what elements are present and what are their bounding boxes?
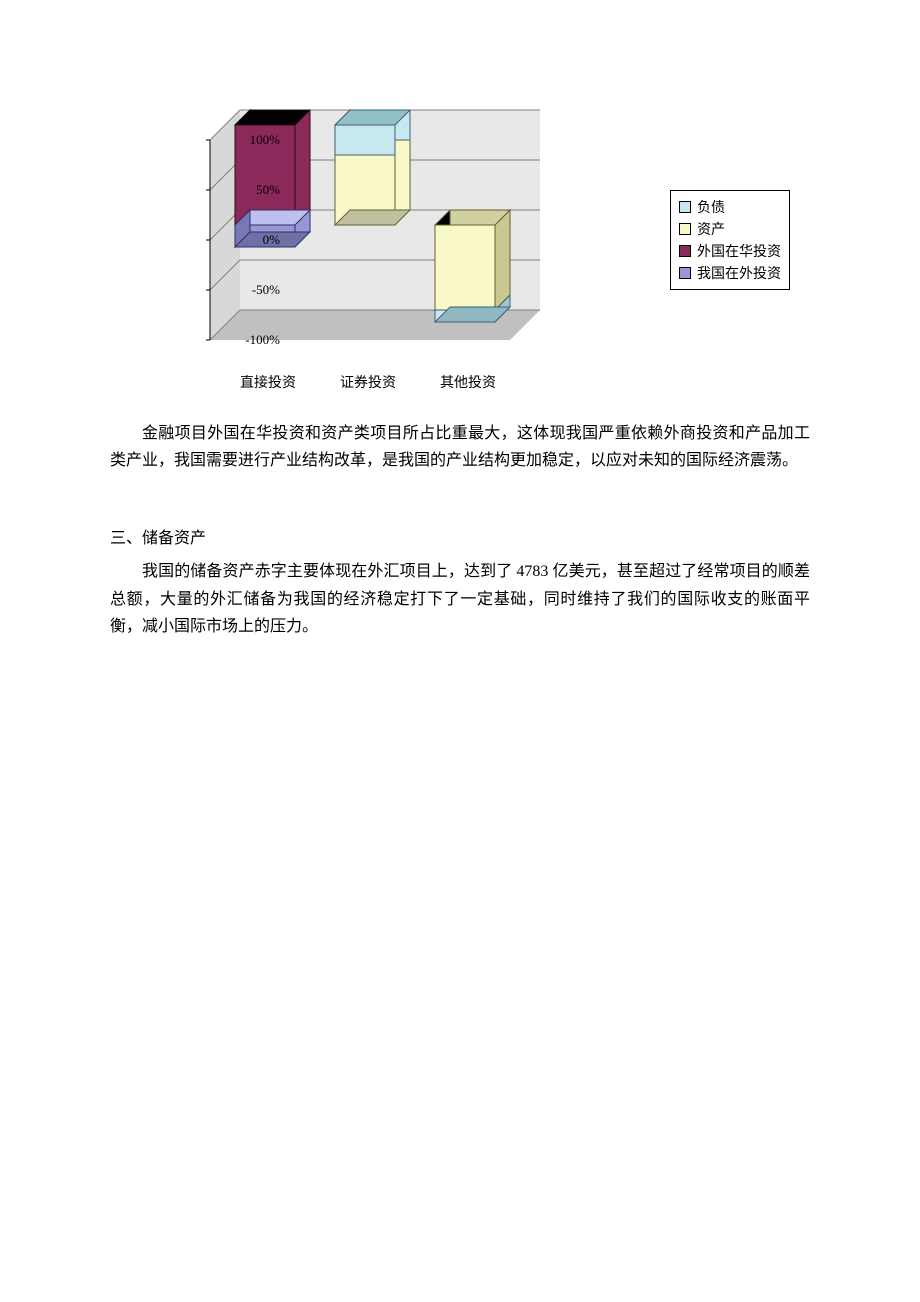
bar-other — [435, 210, 510, 322]
y-tick-label: 100% — [220, 132, 280, 148]
x-tick-label: 其他投资 — [428, 372, 508, 392]
bar-securities — [335, 110, 410, 225]
legend-swatch — [679, 201, 691, 213]
body-paragraph-1: 金融项目外国在华投资和资产类项目所占比重最大，这体现我国严重依赖外商投资和产品加… — [110, 420, 810, 474]
legend-swatch — [679, 223, 691, 235]
paragraph-text: 金融项目外国在华投资和资产类项目所占比重最大，这体现我国严重依赖外商投资和产品加… — [110, 420, 810, 474]
legend-swatch — [679, 245, 691, 257]
legend-swatch — [679, 267, 691, 279]
x-tick-label: 直接投资 — [228, 372, 308, 392]
legend-item: 负债 — [679, 197, 781, 217]
legend-label: 我国在外投资 — [697, 263, 781, 283]
legend-label: 负债 — [697, 197, 725, 217]
bar-direct-investment — [235, 110, 310, 247]
section-heading: 三、储备资产 — [110, 524, 810, 548]
legend-item: 资产 — [679, 219, 781, 239]
y-tick-label: -50% — [220, 282, 280, 298]
legend-item: 我国在外投资 — [679, 263, 781, 283]
y-tick-label: -100% — [220, 332, 280, 348]
y-tick-label: 0% — [220, 232, 280, 248]
legend-label: 外国在华投资 — [697, 241, 781, 261]
legend-item: 外国在华投资 — [679, 241, 781, 261]
x-tick-label: 证券投资 — [328, 372, 408, 392]
legend-label: 资产 — [697, 219, 725, 239]
body-paragraph-2: 我国的储备资产赤字主要体现在外汇项目上，达到了 4783 亿美元，甚至超过了经常… — [110, 558, 810, 640]
chart-plot-area: 100% 50% 0% -50% -100% 直接投资 证券投资 其他投资 — [210, 100, 580, 370]
paragraph-text: 我国的储备资产赤字主要体现在外汇项目上，达到了 4783 亿美元，甚至超过了经常… — [110, 558, 810, 640]
y-tick-label: 50% — [220, 182, 280, 198]
chart-legend: 负债 资产 外国在华投资 我国在外投资 — [670, 190, 790, 290]
chart-3d-stacked-bar: 100% 50% 0% -50% -100% 直接投资 证券投资 其他投资 负债… — [130, 100, 770, 400]
